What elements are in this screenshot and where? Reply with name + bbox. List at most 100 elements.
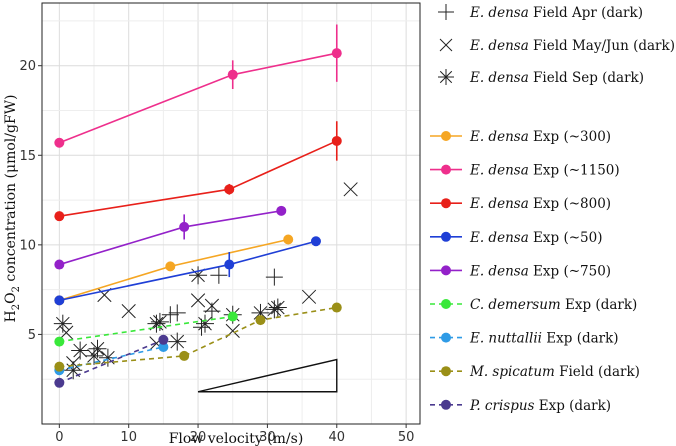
series-line-pcri xyxy=(59,339,164,384)
data-point xyxy=(168,304,186,322)
plot-frame xyxy=(41,2,421,425)
series-mayjun xyxy=(59,182,358,371)
x-tick-label: 40 xyxy=(328,430,345,445)
legend-label-rest: Exp (dark) xyxy=(542,331,619,347)
data-point xyxy=(88,339,107,358)
legend-label: E. densa Field May/Jun (dark) xyxy=(469,38,675,54)
legend-marker xyxy=(441,131,451,141)
legend-marker xyxy=(441,366,451,377)
x-tick-label: 30 xyxy=(259,430,276,445)
legend-item-mayjun: E. densa Field May/Jun (dark) xyxy=(439,38,675,54)
y-axis-title-sub1: 2 xyxy=(11,304,22,310)
legend-label: C. demersum Exp (dark) xyxy=(470,297,637,313)
data-point xyxy=(161,306,179,324)
data-point xyxy=(71,341,90,360)
series-exp50 xyxy=(54,236,321,306)
annotation-triangle xyxy=(197,358,338,393)
legend-item-apr: E. densa Field Apr (dark) xyxy=(438,4,643,21)
legend-label-species: E. densa xyxy=(469,230,529,246)
y-axis-title-o: O xyxy=(3,292,19,303)
x-axis-title: Flow velocity (m/s) xyxy=(169,431,304,446)
x-axis-ticks: 0 10 20 30 40 50 xyxy=(55,424,414,445)
legend-item-exp300: E. densa Exp (~300) xyxy=(430,129,611,145)
legend-label-species: E. densa xyxy=(469,38,529,54)
legend-item-enut: E. nuttallii Exp (dark) xyxy=(430,331,619,347)
legend-item-exp50: E. densa Exp (~50) xyxy=(430,230,602,246)
legend-item-exp750: E. densa Exp (~750) xyxy=(430,263,611,279)
series-cdem xyxy=(54,311,238,347)
y-tick-label: 15 xyxy=(19,149,36,164)
legend-label-species: C. demersum xyxy=(470,297,561,313)
legend-marker xyxy=(441,332,451,343)
legend-marker xyxy=(439,38,453,52)
legend-label-species: P. crispus xyxy=(469,398,535,414)
legend-marker xyxy=(441,164,451,175)
legend-label-species: E. nuttallii xyxy=(469,331,542,347)
data-point xyxy=(168,332,187,351)
y-axis-title-h: H xyxy=(3,310,19,322)
x-tick-label: 50 xyxy=(398,430,415,445)
series-pcri xyxy=(54,334,169,388)
legend-item-pcri: P. crispus Exp (dark) xyxy=(430,398,611,414)
data-point xyxy=(255,315,266,326)
legend-label: E. densa Exp (~800) xyxy=(469,196,611,212)
legend-label: E. densa Exp (~50) xyxy=(469,230,602,246)
legend-label-rest: Field Apr (dark) xyxy=(529,5,643,21)
legend-label: E. densa Field Apr (dark) xyxy=(469,5,643,21)
data-point xyxy=(227,69,238,80)
legend-label: E. densa Exp (~750) xyxy=(469,263,611,279)
y-tick-label: 20 xyxy=(19,59,36,74)
data-point xyxy=(158,341,169,352)
y-axis-ticks: 5 10 15 20 xyxy=(19,59,42,343)
data-point xyxy=(301,289,317,304)
y-axis-title-sub2: 2 xyxy=(11,286,22,292)
legend-marker xyxy=(441,299,451,309)
series-line-exp50 xyxy=(59,240,317,302)
data-point xyxy=(98,348,117,367)
data-point xyxy=(224,259,235,270)
data-point xyxy=(331,135,342,146)
y-axis-title: H2O2 concentration (μmol/gFW) xyxy=(3,95,22,323)
legend-label-rest: Exp (~300) xyxy=(529,129,611,145)
slope-triangle xyxy=(197,358,338,393)
legend-label-species: M. spicatum xyxy=(469,364,555,380)
legend-label-species: E. densa xyxy=(469,70,529,86)
legend-item-sep: E. densa Field Sep (dark) xyxy=(438,69,644,86)
data-point xyxy=(64,361,83,380)
legend-label: M. spicatum Field (dark) xyxy=(469,364,640,380)
data-point xyxy=(54,361,65,372)
data-point xyxy=(265,268,283,286)
data-point xyxy=(54,259,65,270)
data-point xyxy=(54,137,65,148)
data-point xyxy=(283,234,294,245)
data-point xyxy=(59,325,74,340)
data-point xyxy=(150,312,169,331)
legend-marker xyxy=(441,231,451,242)
series-exp1150 xyxy=(54,24,342,148)
legend-marker xyxy=(438,69,454,85)
data-point xyxy=(190,293,206,308)
legend: E. densa Field Apr (dark)E. densa Field … xyxy=(430,4,675,414)
legend-label-species: E. densa xyxy=(469,5,529,21)
data-point xyxy=(54,336,65,347)
legend-label: E. densa Exp (~1150) xyxy=(469,163,620,179)
series-layer xyxy=(53,24,358,388)
legend-label: P. crispus Exp (dark) xyxy=(469,398,611,414)
legend-label-species: E. densa xyxy=(469,163,529,179)
legend-label-rest: Field May/Jun (dark) xyxy=(529,38,675,54)
data-point xyxy=(179,350,190,361)
data-point xyxy=(54,295,65,306)
data-point xyxy=(343,182,358,197)
series-exp750 xyxy=(54,205,287,270)
data-point xyxy=(165,261,176,272)
legend-label-rest: Exp (~750) xyxy=(529,263,611,279)
legend-label-rest: Exp (~1150) xyxy=(529,163,620,179)
legend-label-rest: Exp (~800) xyxy=(529,196,611,212)
legend-label-species: E. densa xyxy=(469,263,529,279)
series-apr xyxy=(161,266,283,336)
data-point xyxy=(210,266,228,284)
data-point xyxy=(53,314,72,333)
data-point xyxy=(268,298,287,317)
data-point xyxy=(54,211,65,222)
legend-item-exp1150: E. densa Exp (~1150) xyxy=(430,163,620,179)
